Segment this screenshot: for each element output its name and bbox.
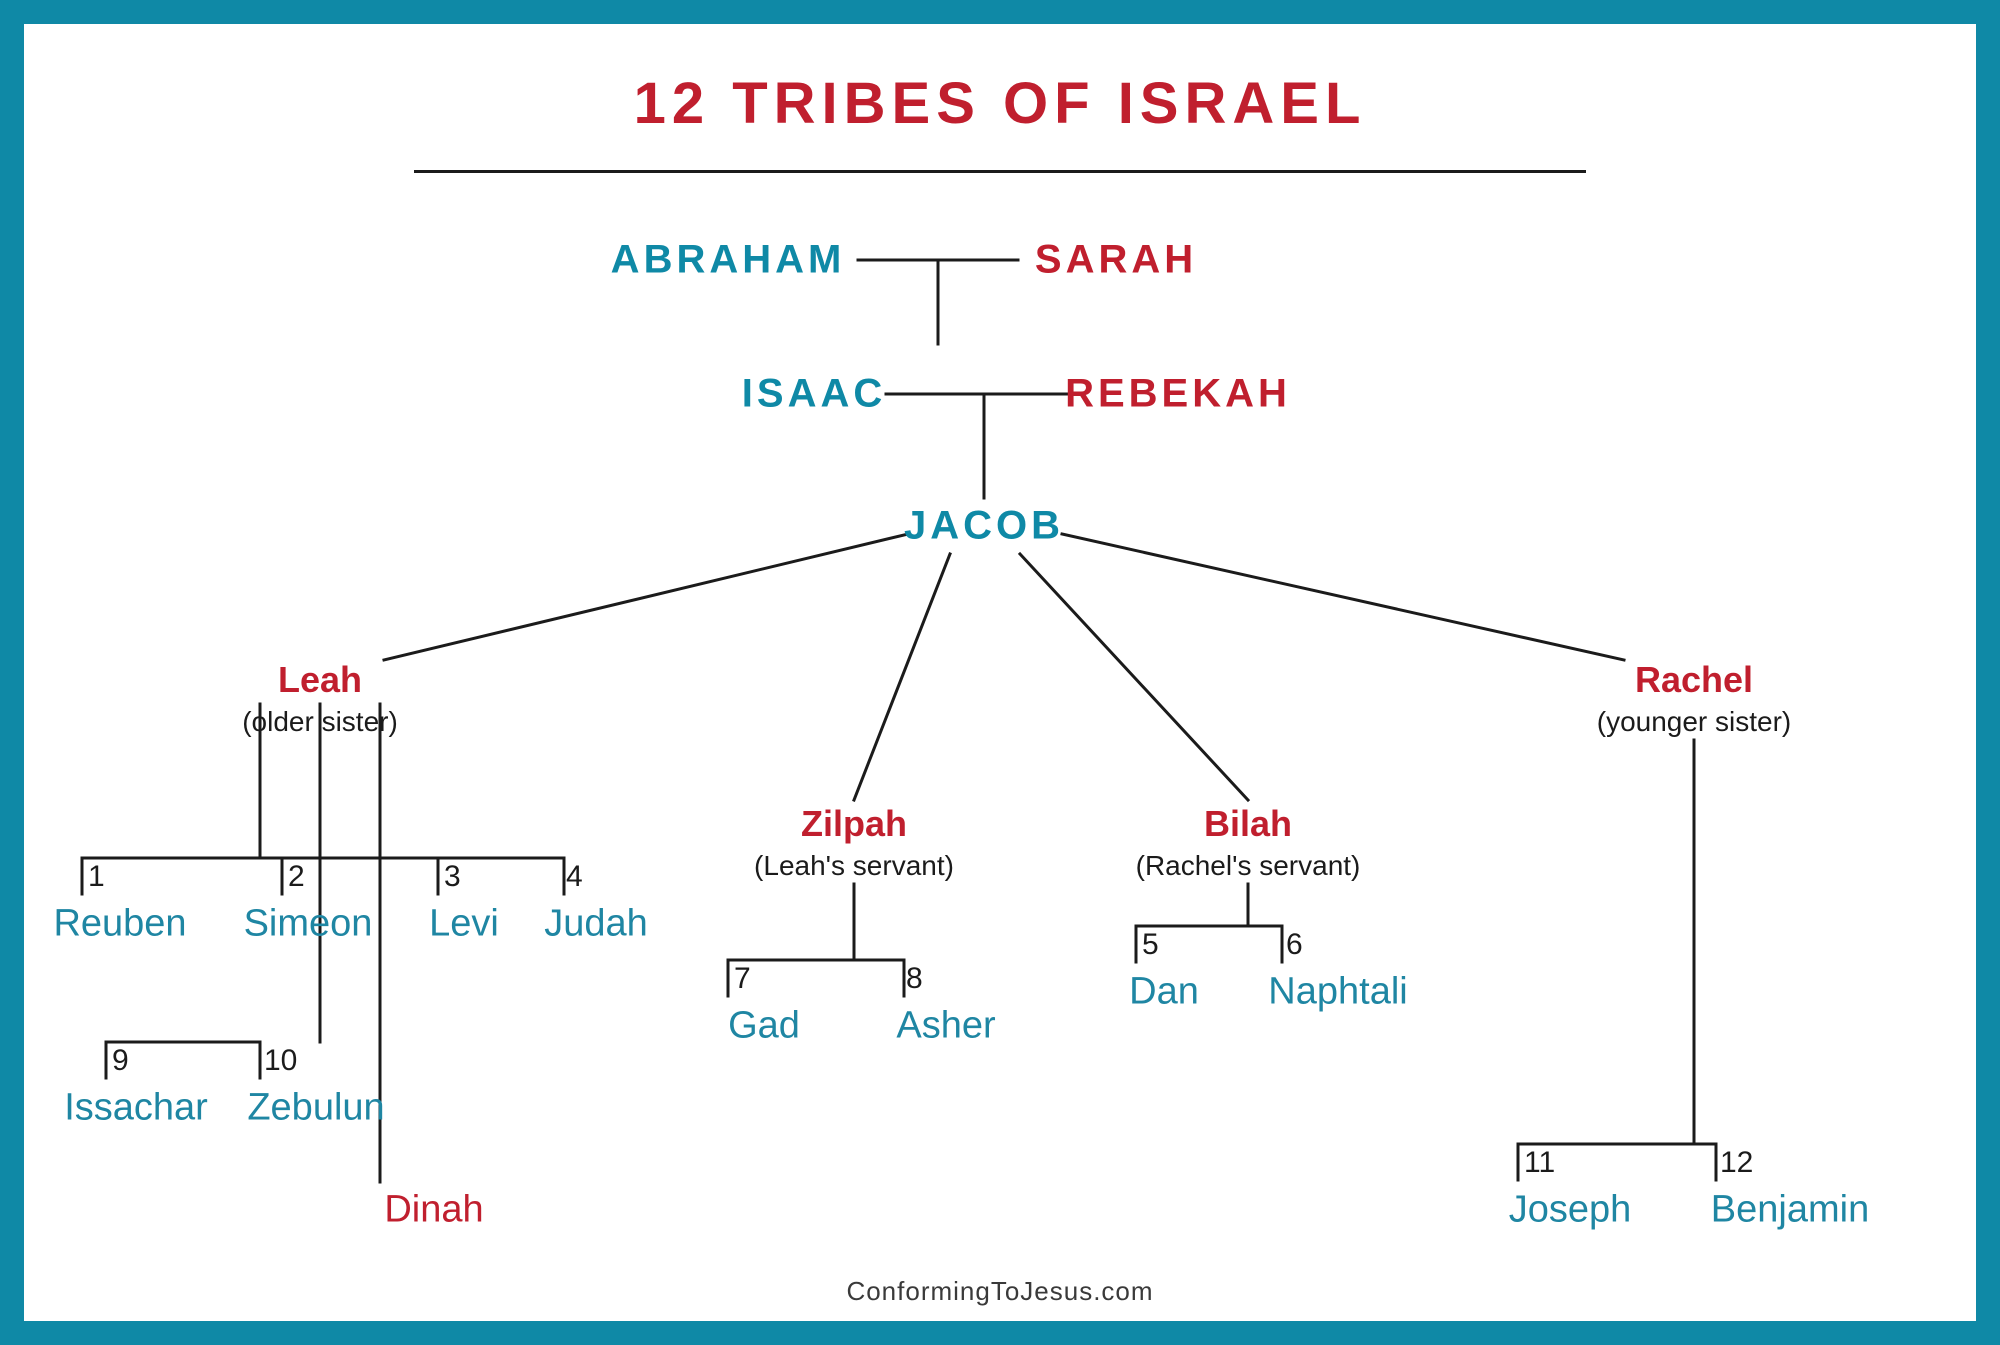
node-bilah-sub: (Rachel's servant) <box>1136 850 1361 882</box>
node-reuben-number: 1 <box>88 860 105 894</box>
node-dan: Dan <box>1129 971 1199 1014</box>
node-benjamin-number: 12 <box>1720 1146 1753 1180</box>
node-simeon-number: 2 <box>288 860 305 894</box>
node-rachel-sub: (younger sister) <box>1597 706 1792 738</box>
node-isaac: ISAAC <box>742 372 886 417</box>
node-simeon: Simeon <box>244 903 373 946</box>
node-benjamin: Benjamin <box>1711 1189 1869 1232</box>
node-bilah: Bilah <box>1204 803 1292 845</box>
node-joseph-number: 11 <box>1524 1146 1555 1180</box>
node-zilpah-sub: (Leah's servant) <box>754 850 954 882</box>
node-zilpah: Zilpah <box>801 803 907 845</box>
node-judah-number: 4 <box>566 860 583 894</box>
node-leah: Leah <box>278 659 362 701</box>
node-gad-number: 7 <box>734 962 751 996</box>
node-zebulun-number: 10 <box>264 1044 297 1078</box>
node-rachel: Rachel <box>1635 659 1753 701</box>
node-abraham: ABRAHAM <box>611 238 846 283</box>
node-levi: Levi <box>429 903 499 946</box>
node-naphtali-number: 6 <box>1286 928 1303 962</box>
node-asher: Asher <box>896 1005 995 1048</box>
diagram-frame: 12 TRIBES OF ISRAEL ABRAHAMSARAHISAACREB… <box>0 0 2000 1345</box>
node-judah: Judah <box>544 903 648 946</box>
node-jacob: JACOB <box>904 504 1064 549</box>
node-dan-number: 5 <box>1142 928 1159 962</box>
node-reuben: Reuben <box>53 903 186 946</box>
node-rebekah: REBEKAH <box>1065 372 1291 417</box>
node-levi-number: 3 <box>444 860 461 894</box>
node-dinah: Dinah <box>384 1189 483 1232</box>
node-issachar: Issachar <box>64 1087 208 1130</box>
node-asher-number: 8 <box>906 962 923 996</box>
node-naphtali: Naphtali <box>1268 971 1407 1014</box>
node-gad: Gad <box>728 1005 800 1048</box>
node-sarah: SARAH <box>1035 238 1197 283</box>
node-zebulun: Zebulun <box>247 1087 384 1130</box>
node-leah-sub: (older sister) <box>242 706 398 738</box>
node-issachar-number: 9 <box>112 1044 129 1078</box>
credit-line: ConformingToJesus.com <box>24 1276 1976 1307</box>
node-joseph: Joseph <box>1509 1189 1632 1232</box>
